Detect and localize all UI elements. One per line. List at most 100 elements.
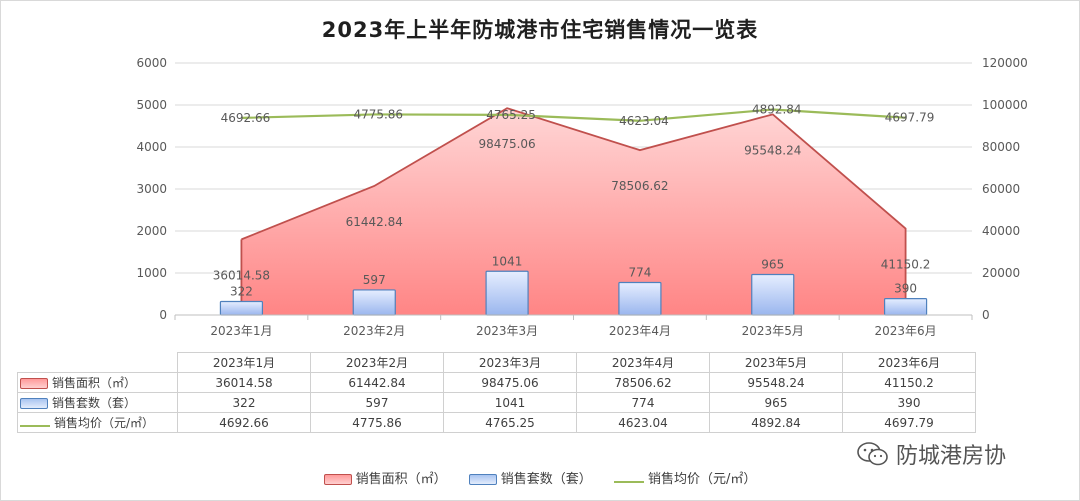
table-row-label-text: 销售均价（元/㎡）: [54, 416, 155, 430]
x-tick-label: 2023年4月: [609, 324, 671, 338]
bar: [485, 270, 529, 316]
y-right-tick-label: 80000: [982, 140, 1020, 154]
table-cell: 390: [842, 392, 976, 413]
y-left-tick-label: 6000: [136, 56, 167, 70]
y-right-tick-label: 60000: [982, 182, 1020, 196]
legend-item-bar: 销售套数（套）: [468, 468, 592, 487]
y-left-tick-label: 3000: [136, 182, 167, 196]
y-right-tick-label: 100000: [982, 98, 1028, 112]
wechat-icon: [857, 442, 888, 466]
chart-legend: 销售面积（㎡） 销售套数（套） 销售均价（元/㎡）: [0, 468, 1080, 487]
x-tick-label: 2023年1月: [210, 324, 272, 338]
watermark: 防城港房协: [856, 438, 1006, 470]
legend-item-line: 销售均价（元/㎡）: [613, 468, 757, 487]
line-swatch-icon: [613, 480, 644, 483]
x-tick-label: 2023年6月: [874, 324, 936, 338]
table-header-row: 2023年1月 2023年2月 2023年3月 2023年4月 2023年5月 …: [17, 352, 976, 373]
area-swatch-icon: [20, 378, 48, 389]
table-corner: [17, 352, 178, 373]
y-left-tick-label: 0: [159, 308, 167, 322]
table-header-cell: 2023年4月: [576, 352, 710, 373]
x-tick-label: 2023年3月: [476, 324, 538, 338]
table-cell: 98475.06: [443, 372, 577, 393]
area-data-label: 78506.62: [611, 179, 668, 193]
y-left-tick-label: 5000: [136, 98, 167, 112]
table-cell: 78506.62: [576, 372, 710, 393]
y-left-tick-label: 1000: [136, 266, 167, 280]
table-row-label: 销售套数（套）: [17, 392, 178, 413]
bar-data-label: 774: [628, 265, 651, 279]
line-data-label: 4692.66: [221, 111, 271, 125]
chart-plot: 0100020003000400050006000020000400006000…: [136, 56, 1028, 338]
table-row-bar: 销售套数（套） 322 597 1041 774 965 390: [17, 392, 976, 413]
x-tick-label: 2023年5月: [742, 324, 804, 338]
bar-data-label: 390: [894, 282, 917, 296]
table-header-cell: 2023年2月: [310, 352, 444, 373]
y-right-tick-label: 40000: [982, 224, 1020, 238]
area-fill: [241, 108, 906, 315]
bar: [883, 298, 928, 316]
table-header-cell: 2023年6月: [842, 352, 976, 373]
legend-label: 销售面积（㎡）: [355, 472, 447, 487]
table-header-cell: 2023年3月: [443, 352, 577, 373]
table-row-label: 销售面积（㎡）: [17, 372, 178, 393]
y-left-tick-label: 2000: [136, 224, 167, 238]
table-row-line: 销售均价（元/㎡） 4692.66 4775.86 4765.25 4623.0…: [17, 412, 976, 433]
line-swatch-icon: [20, 424, 50, 427]
y-left-tick-label: 4000: [136, 140, 167, 154]
bar-data-label: 597: [363, 273, 386, 287]
legend-label: 销售套数（套）: [500, 472, 592, 487]
legend-item-area: 销售面积（㎡）: [323, 468, 447, 487]
table-row-area: 销售面积（㎡） 36014.58 61442.84 98475.06 78506…: [17, 372, 976, 393]
table-cell: 4697.79: [842, 412, 976, 433]
table-cell: 4765.25: [443, 412, 577, 433]
table-cell: 4892.84: [709, 412, 843, 433]
table-cell: 774: [576, 392, 710, 413]
table-row-label-text: 销售面积（㎡）: [52, 376, 137, 390]
bar: [219, 300, 264, 316]
y-right-tick-label: 20000: [982, 266, 1020, 280]
bar-swatch-icon: [468, 474, 497, 485]
table-row-label: 销售均价（元/㎡）: [17, 412, 178, 433]
legend-label: 销售均价（元/㎡）: [647, 472, 757, 487]
y-right-tick-label: 0: [982, 308, 990, 322]
table-cell: 95548.24: [709, 372, 843, 393]
bar-data-label: 322: [230, 284, 253, 298]
line-data-label: 4765.25: [486, 108, 536, 122]
watermark-text: 防城港房协: [896, 444, 1007, 469]
table-cell: 36014.58: [177, 372, 311, 393]
table-cell: 41150.2: [842, 372, 976, 393]
area-data-label: 95548.24: [744, 143, 801, 157]
area-data-label: 41150.2: [881, 258, 931, 272]
table-cell: 597: [310, 392, 444, 413]
table-row-label-text: 销售套数（套）: [52, 396, 137, 410]
table-cell: 4692.66: [177, 412, 311, 433]
chart-title: 2023年上半年防城港市住宅销售情况一览表: [321, 18, 759, 42]
area-swatch-icon: [323, 474, 352, 485]
y-right-tick-label: 120000: [982, 56, 1028, 70]
table-cell: 61442.84: [310, 372, 444, 393]
table-header-cell: 2023年1月: [177, 352, 311, 373]
table-cell: 965: [709, 392, 843, 413]
data-table: 2023年1月 2023年2月 2023年3月 2023年4月 2023年5月 …: [17, 352, 976, 433]
table-header-cell: 2023年5月: [709, 352, 843, 373]
line-data-label: 4892.84: [752, 103, 802, 117]
table-cell: 4775.86: [310, 412, 444, 433]
table-cell: 322: [177, 392, 311, 413]
area-data-label: 98475.06: [478, 137, 535, 151]
line-data-label: 4775.86: [353, 107, 403, 121]
line-series: [241, 108, 906, 122]
bar: [618, 281, 662, 316]
x-tick-label: 2023年2月: [343, 324, 405, 338]
line-data-label: 4623.04: [619, 114, 669, 128]
bar: [751, 273, 795, 316]
area-data-label: 61442.84: [346, 215, 403, 229]
line-data-label: 4697.79: [885, 111, 935, 125]
bar-data-label: 965: [761, 257, 784, 271]
bar: [352, 289, 396, 316]
table-cell: 4623.04: [576, 412, 710, 433]
bar-data-label: 1041: [492, 254, 523, 268]
table-cell: 1041: [443, 392, 577, 413]
area-outline: [241, 107, 907, 315]
bar-swatch-icon: [20, 398, 48, 409]
